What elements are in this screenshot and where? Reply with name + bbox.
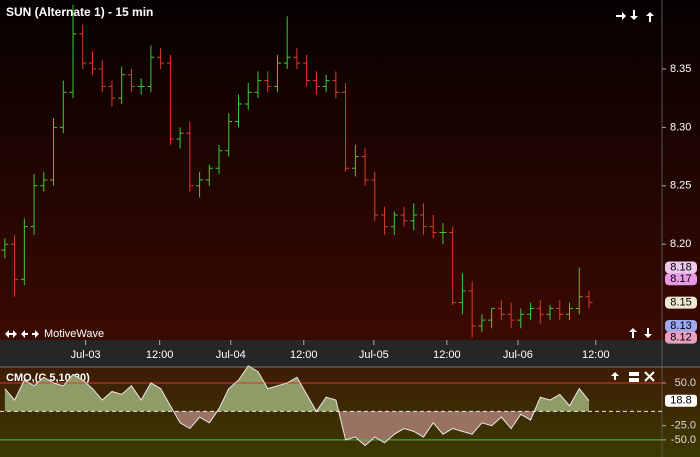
y-tick-label: 8.35	[670, 63, 691, 75]
y-tick-label: 8.20	[670, 238, 691, 250]
price-pane	[0, 0, 700, 340]
x-tick-label: 12:00	[146, 349, 174, 361]
price-marker	[665, 331, 697, 344]
current-value-marker	[665, 394, 697, 407]
price-marker-label: 8.18	[670, 261, 691, 273]
x-tick-label: Jul-04	[216, 349, 246, 361]
x-tick-label: 12:00	[290, 349, 318, 361]
y-tick-label: 8.25	[670, 180, 691, 192]
current-value-label: 18.8	[670, 395, 691, 407]
price-marker	[665, 261, 697, 274]
price-marker-label: 8.12	[670, 332, 691, 344]
cmo-area-above	[4, 367, 589, 412]
x-tick-label: Jul-03	[71, 349, 101, 361]
price-marker	[665, 273, 697, 286]
brand-label: MotiveWave	[44, 328, 104, 340]
price-marker-label: 8.15	[670, 297, 691, 309]
cmo-line	[4, 365, 590, 447]
price-marker-label: 8.13	[670, 320, 691, 332]
price-marker-label: 8.17	[670, 273, 691, 285]
price-marker	[665, 319, 697, 332]
chart-title: SUN (Alternate 1) - 15 min	[6, 5, 153, 19]
y-tick-label: 8.30	[670, 121, 691, 133]
time-axis	[0, 340, 700, 367]
y-tick-label: 50.0	[675, 377, 696, 389]
x-tick-label: 12:00	[582, 349, 610, 361]
y-tick-label: -25.0	[671, 420, 696, 432]
y-tick-label: -50.0	[671, 434, 696, 446]
x-tick-label: 12:00	[433, 349, 461, 361]
x-tick-label: Jul-05	[359, 349, 389, 361]
pane-controls[interactable]	[5, 10, 655, 382]
x-tick-label: Jul-06	[503, 349, 533, 361]
cmo-area-below	[173, 411, 535, 446]
price-marker	[665, 296, 697, 309]
